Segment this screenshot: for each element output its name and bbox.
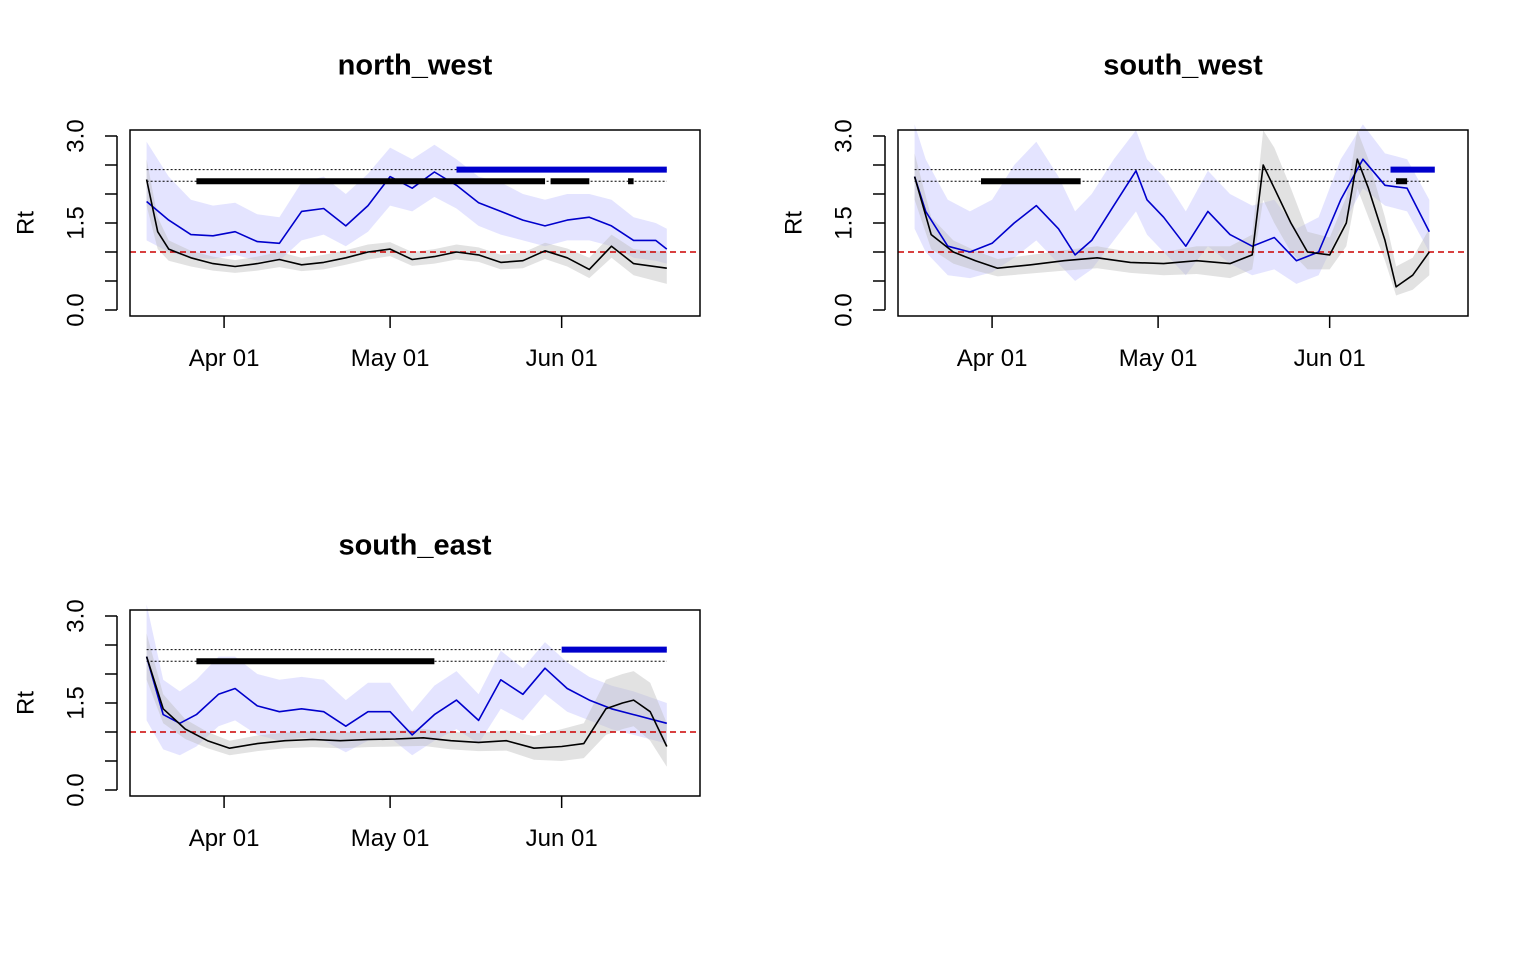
plot-frame [129,129,701,317]
confidence-band-0 [914,124,1430,284]
x-tick-label: May 01 [1119,345,1198,372]
y-tick-label: 0.0 [830,293,857,326]
confidence-band-1 [914,130,1430,296]
plot-frame [897,129,1469,317]
confidence-band-1 [146,159,667,284]
chart-title: north_west [338,50,493,82]
series-line-0 [913,158,1431,262]
y-tick-label: 1.5 [62,206,89,239]
y-tick-label: 3.0 [62,599,89,632]
series-line-1 [145,179,667,271]
y-axis-label: Rt [12,211,39,235]
y-tick-label: 1.5 [62,686,89,719]
y-tick-label: 0.0 [62,773,89,806]
plot-frame [129,609,701,797]
series-line-0 [146,171,668,250]
y-axis-label: Rt [780,211,807,235]
x-tick-label: Jun 01 [1294,345,1366,372]
confidence-band-0 [146,141,667,264]
y-tick-label: 1.5 [830,206,857,239]
panel-south_east: south_east Rt 0.0 1.5 3.0 Apr 01 May 01 Jun 01 [12,530,701,852]
y-tick-label: 0.0 [62,293,89,326]
x-tick-label: Jun 01 [526,345,598,372]
y-tick-label: 3.0 [62,119,89,152]
panel-north_west: north_west Rt 0.0 1.5 3.0 Apr 01 May 01 Jun 01 [12,50,701,372]
y-tick-label: 3.0 [830,119,857,152]
chart-title: south_west [1103,50,1263,82]
series-line-0 [145,656,668,736]
chart-title: south_east [338,530,491,562]
x-tick-label: Apr 01 [189,345,260,372]
x-tick-label: Apr 01 [189,825,260,852]
series-line-1 [145,656,668,750]
x-tick-label: May 01 [351,825,430,852]
x-tick-label: May 01 [351,345,430,372]
panel-south_west: south_west Rt 0.0 1.5 3.0 Apr 01 May 01 Jun 01 [780,50,1469,372]
x-tick-label: Apr 01 [957,345,1028,372]
confidence-band-1 [146,633,667,767]
series-line-1 [913,158,1430,288]
y-axis-label: Rt [12,691,39,715]
x-tick-label: Jun 01 [526,825,598,852]
confidence-band-0 [146,604,667,756]
